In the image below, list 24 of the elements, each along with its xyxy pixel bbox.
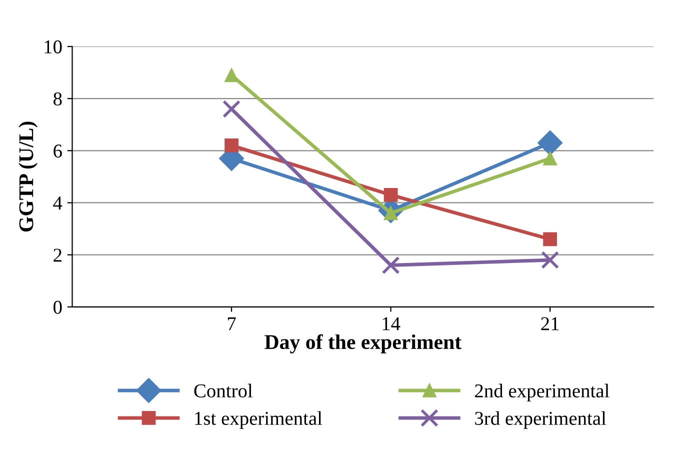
point [538, 130, 563, 156]
point [382, 256, 400, 274]
y-axis-title: GGTP (U/L) [18, 122, 38, 232]
y-tick-label: 8 [54, 92, 62, 106]
legend-label: 3rd experimental [475, 411, 606, 429]
y-tick-label: 0 [54, 300, 62, 314]
x-tick-label: 14 [382, 317, 400, 330]
x-tick-label: 7 [228, 317, 236, 330]
point [224, 68, 238, 82]
legend-label: 2nd experimental [475, 384, 610, 402]
point [224, 138, 238, 152]
point [543, 232, 558, 246]
y-tick-label: 6 [54, 144, 62, 158]
x-tick-label: 21 [541, 317, 559, 330]
y-tick-label: 4 [53, 196, 62, 210]
x-axis-title: Day of the experiment [264, 334, 462, 354]
point [541, 251, 560, 270]
y-tick-label: 2 [54, 248, 62, 262]
legend-label: Control [194, 384, 252, 398]
point [222, 100, 241, 118]
point [543, 152, 558, 166]
point [384, 188, 398, 202]
y-tick-label: 10 [44, 40, 62, 54]
legend-label: 1st experimental [195, 411, 322, 429]
